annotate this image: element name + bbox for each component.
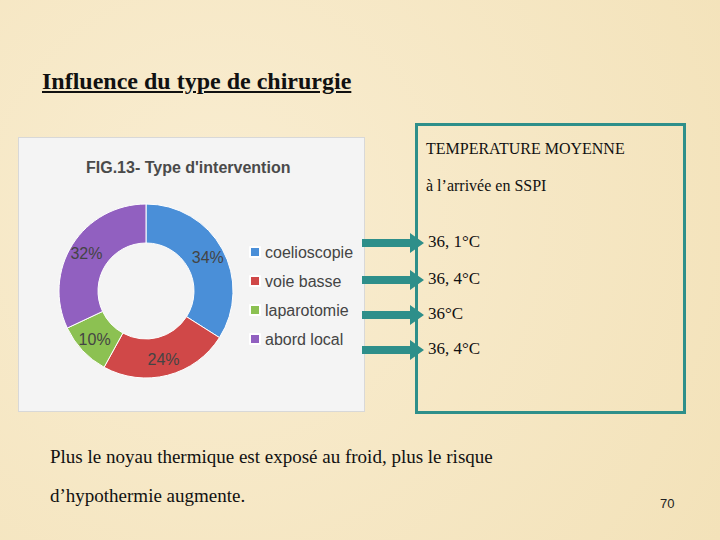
svg-text:abord local: abord local	[265, 331, 343, 348]
svg-text:coelioscopie: coelioscopie	[265, 244, 353, 261]
svg-text:laparotomie: laparotomie	[265, 302, 349, 319]
html-text:Influence du type de chirurgie: Influence du type de chirurgie	[42, 68, 352, 94]
svg-text:32%: 32%	[70, 245, 102, 262]
html-text:Plus le noyau thermique est ex: Plus le noyau thermique est exposé au fr…	[50, 446, 493, 467]
html-text:TEMPERATURE MOYENNE: TEMPERATURE MOYENNE	[426, 140, 625, 157]
html-text:36, 1°C: 36, 1°C	[428, 232, 481, 251]
svg-text:34%: 34%	[192, 249, 224, 266]
html-text:70: 70	[660, 496, 675, 511]
svg-text:24%: 24%	[148, 351, 180, 368]
html-text:36, 4°C: 36, 4°C	[428, 269, 481, 288]
html-text:d’hypothermie augmente.: d’hypothermie augmente.	[50, 485, 246, 506]
html-text:36, 4°C: 36, 4°C	[428, 339, 481, 358]
html-text:à l’arrivée en SSPI: à l’arrivée en SSPI	[426, 177, 547, 194]
svg-text:FIG.13- Type d'intervention: FIG.13- Type d'intervention	[86, 159, 290, 176]
svg-text:voie basse: voie basse	[265, 273, 342, 290]
svg-text:10%: 10%	[79, 331, 111, 348]
html-text:36°C: 36°C	[428, 304, 464, 323]
